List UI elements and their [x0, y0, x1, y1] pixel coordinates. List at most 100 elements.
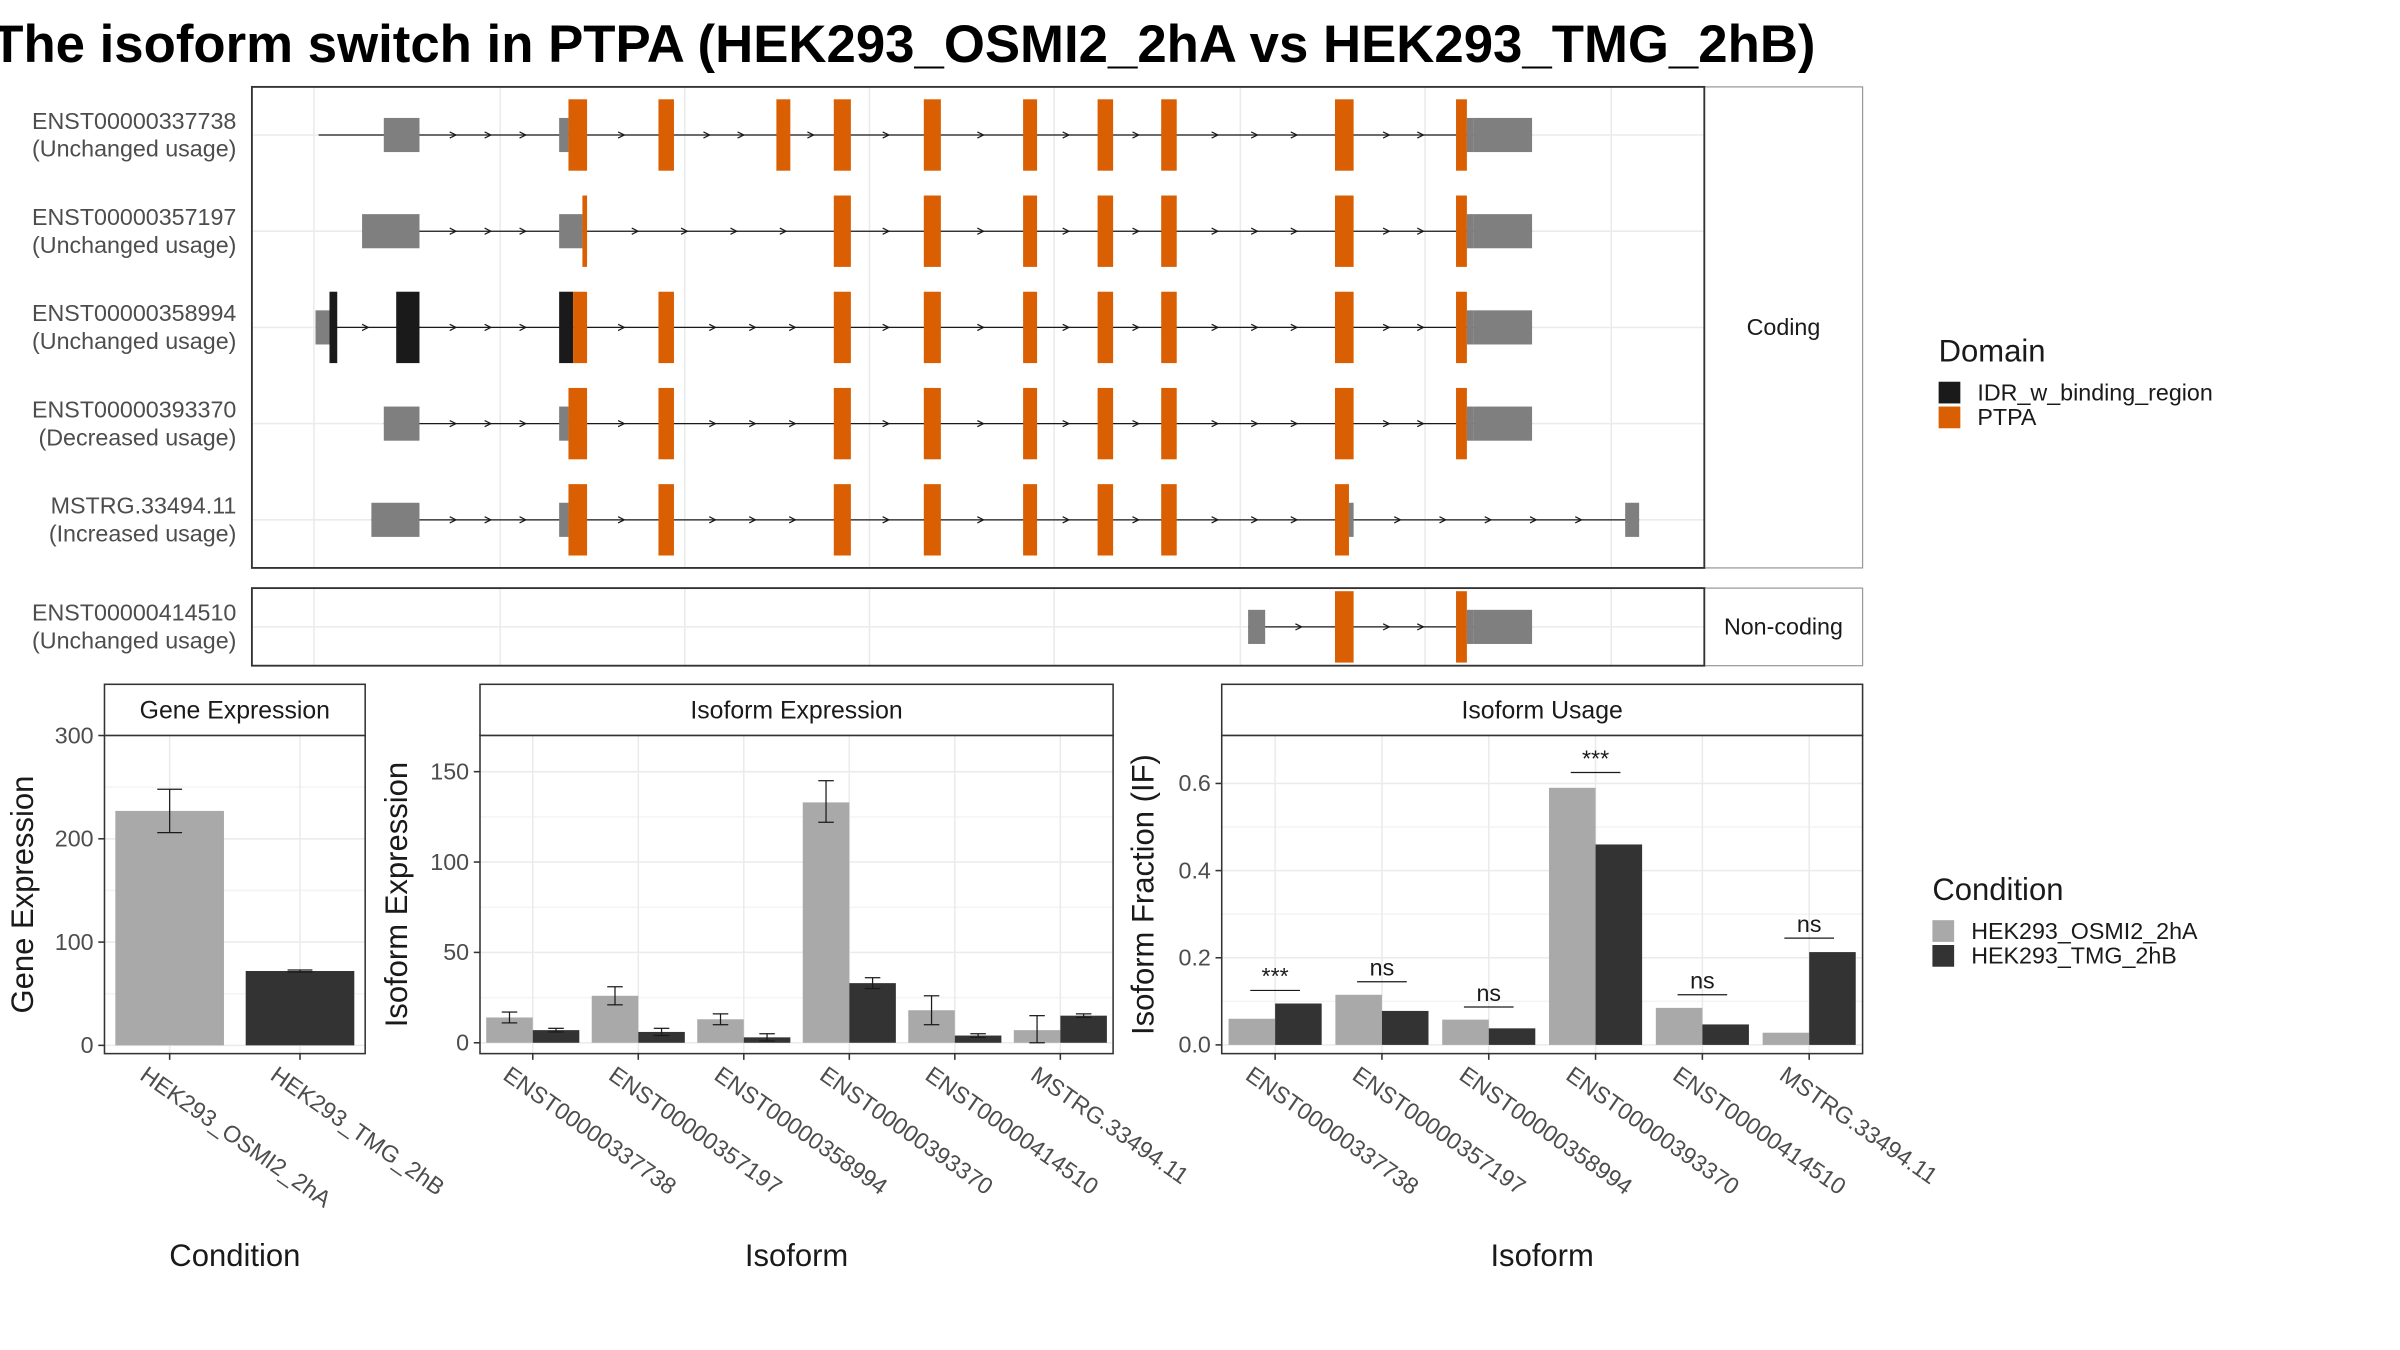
panel-strip: [479, 683, 1114, 737]
direction-arrow: [748, 323, 757, 332]
ptpa-exon: [573, 291, 588, 364]
y-tick-label: 100: [55, 929, 94, 955]
ptpa-exon: [1023, 484, 1038, 556]
utr-exon: [1473, 214, 1533, 249]
bar-cond_b: [1275, 1003, 1322, 1045]
utr-exon: [383, 406, 420, 441]
x-axis-title: Condition: [169, 1238, 300, 1273]
ptpa-exon: [1456, 387, 1467, 460]
significance-label: ***: [1262, 963, 1289, 989]
direction-arrow: [748, 419, 757, 428]
panel-strip: [103, 683, 366, 737]
direction-arrow: [1290, 323, 1299, 332]
direction-arrow: [449, 323, 458, 332]
x-axis-title: Isoform: [1490, 1238, 1593, 1273]
utr-exon: [1466, 310, 1474, 345]
direction-arrow: [1132, 131, 1141, 139]
direction-arrow: [788, 323, 797, 332]
x-tick-label: ENST00000337738: [1241, 1061, 1423, 1200]
utr-exon: [1466, 117, 1474, 153]
ptpa-exon: [1161, 484, 1177, 556]
legend-swatch-idr: [1938, 381, 1961, 404]
ptpa-exon: [1161, 195, 1177, 267]
ptpa-exon: [833, 195, 851, 267]
bar-cond_a: [697, 1019, 744, 1043]
bar-cond_a: [802, 802, 850, 1043]
direction-arrow: [1132, 419, 1141, 428]
ptpa-exon: [658, 99, 674, 171]
bar-cond_b: [245, 970, 355, 1046]
gene-expression-panel: Gene Expression0100200300HEK293_OSMI2_2h…: [5, 683, 449, 1273]
ptpa-exon: [923, 484, 941, 556]
direction-arrow: [1211, 516, 1220, 524]
ptpa-exon: [568, 387, 588, 460]
y-axis-title: Gene Expression: [5, 776, 40, 1014]
y-tick-label: 200: [55, 826, 94, 852]
direction-arrow: [1250, 419, 1259, 428]
ptpa-exon: [923, 195, 941, 267]
direction-arrow: [680, 227, 689, 235]
facet-label: Non-coding: [1724, 614, 1843, 640]
isoform-id-label: ENST00000357197: [32, 204, 236, 230]
x-tick-label: ENST00000393370: [815, 1061, 997, 1200]
direction-arrow: [779, 227, 788, 235]
direction-arrow: [484, 419, 493, 428]
direction-arrow: [617, 516, 626, 524]
bar-cond_a: [1549, 787, 1596, 1045]
direction-arrow: [788, 516, 797, 524]
direction-arrow: [1416, 227, 1425, 235]
direction-arrow: [1250, 516, 1259, 524]
direction-arrow: [1382, 419, 1391, 428]
x-tick-label: ENST00000414510: [1668, 1061, 1850, 1200]
direction-arrow: [1416, 323, 1425, 332]
x-tick-label: ENST00000357197: [1348, 1061, 1530, 1200]
direction-arrow: [1439, 516, 1448, 524]
ptpa-exon: [1335, 387, 1354, 460]
bar-cond_b: [1060, 1015, 1107, 1043]
direction-arrow: [1062, 516, 1071, 524]
direction-arrow: [1574, 516, 1583, 524]
direction-arrow: [484, 131, 493, 139]
direction-arrow: [1132, 227, 1141, 235]
ptpa-exon: [1335, 99, 1354, 171]
ptpa-exon: [1456, 591, 1467, 663]
utr-exon: [1473, 609, 1533, 644]
ptpa-exon: [833, 99, 851, 171]
bar-cond_b: [954, 1035, 1002, 1043]
direction-arrow: [1250, 323, 1259, 332]
direction-arrow: [1211, 323, 1220, 332]
direction-arrow: [484, 323, 493, 332]
direction-arrow: [882, 131, 891, 139]
y-tick-label: 0.0: [1179, 1032, 1211, 1058]
ptpa-exon: [1161, 291, 1177, 364]
significance-label: ns: [1370, 955, 1395, 981]
utr-exon: [1473, 310, 1533, 345]
bar-cond_b: [638, 1031, 685, 1043]
ptpa-exon: [1097, 291, 1114, 364]
direction-arrow: [1382, 623, 1391, 631]
direction-arrow: [617, 131, 626, 139]
direction-arrow: [730, 227, 739, 235]
y-tick-label: 0: [81, 1032, 94, 1058]
bar-cond_b: [532, 1030, 580, 1043]
y-tick-label: 50: [443, 939, 469, 965]
utr-exon: [1348, 502, 1354, 537]
x-tick-label: ENST00000414510: [921, 1061, 1103, 1200]
bar-cond_b: [1809, 952, 1856, 1045]
bar-cond_a: [1442, 1019, 1489, 1045]
direction-arrow: [1416, 623, 1425, 631]
direction-arrow: [1382, 131, 1391, 139]
x-tick-label: ENST00000393370: [1562, 1061, 1744, 1200]
direction-arrow: [1529, 516, 1538, 524]
bar-cond_b: [1595, 844, 1643, 1045]
bar-cond_b: [849, 983, 896, 1043]
direction-arrow: [1062, 419, 1071, 428]
direction-arrow: [708, 516, 717, 524]
y-tick-label: 300: [55, 722, 94, 748]
direction-arrow: [703, 131, 712, 139]
bar-cond_a: [1762, 1032, 1810, 1045]
y-axis-title: Isoform Fraction (IF): [1125, 754, 1160, 1035]
bar-cond_a: [1655, 1007, 1703, 1045]
structure-facet-border: [250, 85, 1706, 569]
ptpa-exon: [1335, 195, 1354, 267]
